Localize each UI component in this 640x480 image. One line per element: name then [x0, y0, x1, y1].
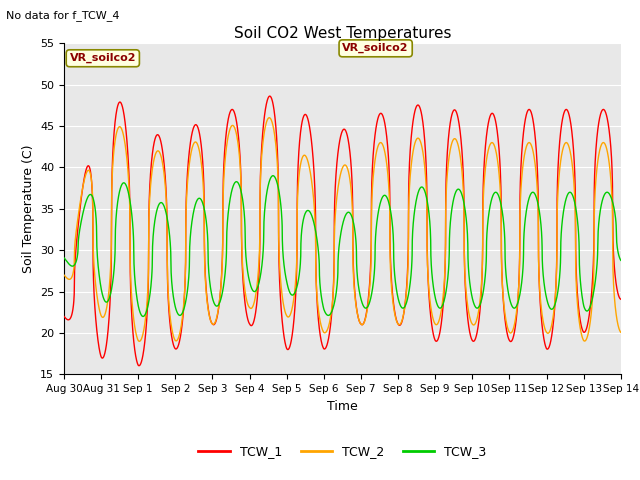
Text: VR_soilco2: VR_soilco2: [342, 43, 409, 53]
Y-axis label: Soil Temperature (C): Soil Temperature (C): [22, 144, 35, 273]
Legend: TCW_1, TCW_2, TCW_3: TCW_1, TCW_2, TCW_3: [193, 440, 492, 463]
Text: VR_soilco2: VR_soilco2: [70, 53, 136, 63]
Title: Soil CO2 West Temperatures: Soil CO2 West Temperatures: [234, 25, 451, 41]
Text: No data for f_TCW_4: No data for f_TCW_4: [6, 10, 120, 21]
X-axis label: Time: Time: [327, 400, 358, 413]
